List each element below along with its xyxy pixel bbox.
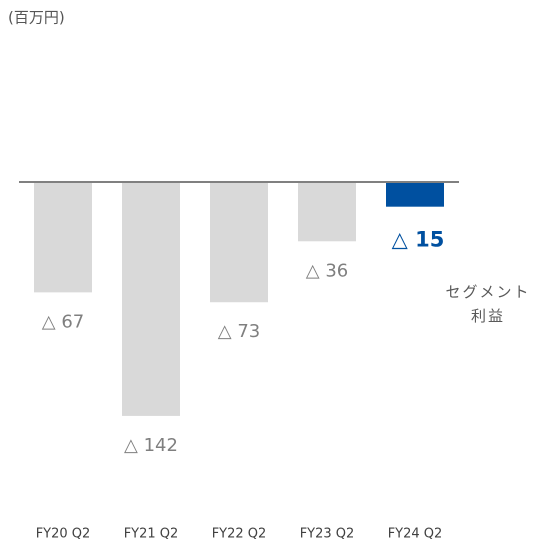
- value-label: △ 142: [124, 435, 178, 456]
- x-tick-label: FY20 Q2: [36, 527, 91, 542]
- legend-label: セグメント利益: [445, 283, 531, 325]
- value-label: △ 36: [306, 260, 348, 281]
- value-label: △ 67: [42, 311, 84, 332]
- x-tick-label: FY24 Q2: [388, 527, 443, 542]
- x-tick-label: FY23 Q2: [300, 527, 355, 542]
- value-label: △ 15: [392, 228, 445, 252]
- x-tick-label: FY21 Q2: [124, 527, 179, 542]
- x-tick-label: FY22 Q2: [212, 527, 267, 542]
- bar: [122, 181, 180, 416]
- bar: [298, 181, 356, 242]
- bar: [34, 181, 92, 293]
- value-label: △ 73: [218, 321, 260, 342]
- bar: [386, 181, 444, 207]
- unit-label: (百万円): [8, 9, 65, 27]
- bar: [210, 181, 268, 303]
